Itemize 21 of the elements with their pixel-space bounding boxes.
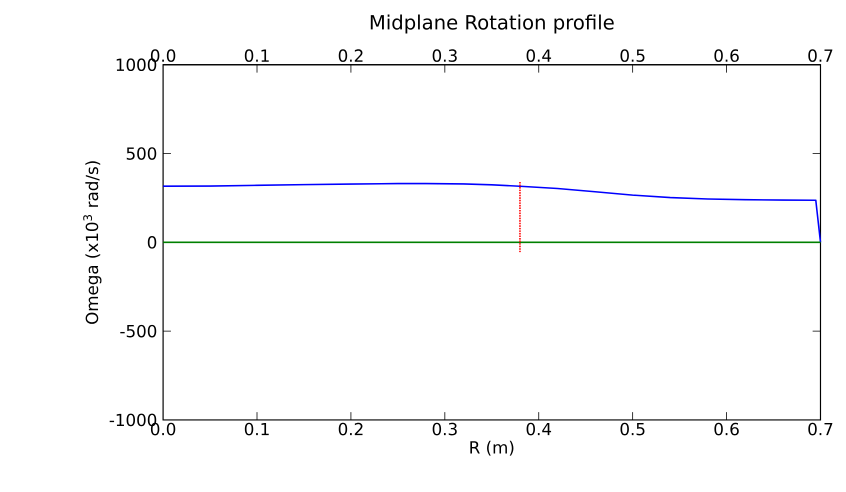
y-tick-label: -500 (120, 325, 156, 338)
x-tick-label: 0.5 (620, 422, 644, 436)
y-tick-label: 500 (126, 147, 156, 160)
x-tick-label: 0.3 (432, 422, 457, 436)
chart-title: Midplane Rotation profile (370, 14, 614, 34)
y-tick-label: 0 (148, 236, 156, 249)
x-tick-label: 0.6 (714, 422, 739, 436)
x2-tick-label: 0.5 (620, 50, 644, 62)
x2-tick-label: 0.2 (338, 50, 363, 62)
x-tick-label: 0.7 (808, 422, 832, 436)
x-tick-label: 0.2 (338, 422, 363, 436)
x2-tick-label: 0.6 (714, 50, 739, 62)
x-tick-label: 0.4 (526, 422, 552, 436)
x-axis-title: R (m) (470, 441, 514, 456)
x2-tick-label: 0.7 (808, 50, 832, 62)
x2-tick-label: 0.3 (432, 50, 457, 62)
y-axis-title: Omega (x10$^{3}$ rad/s) (83, 161, 102, 324)
x-tick-label: 0.1 (244, 422, 269, 436)
line-series (162, 182, 822, 244)
x2-tick-label: 0.4 (526, 50, 552, 62)
x2-tick-label: 0.1 (244, 50, 269, 62)
